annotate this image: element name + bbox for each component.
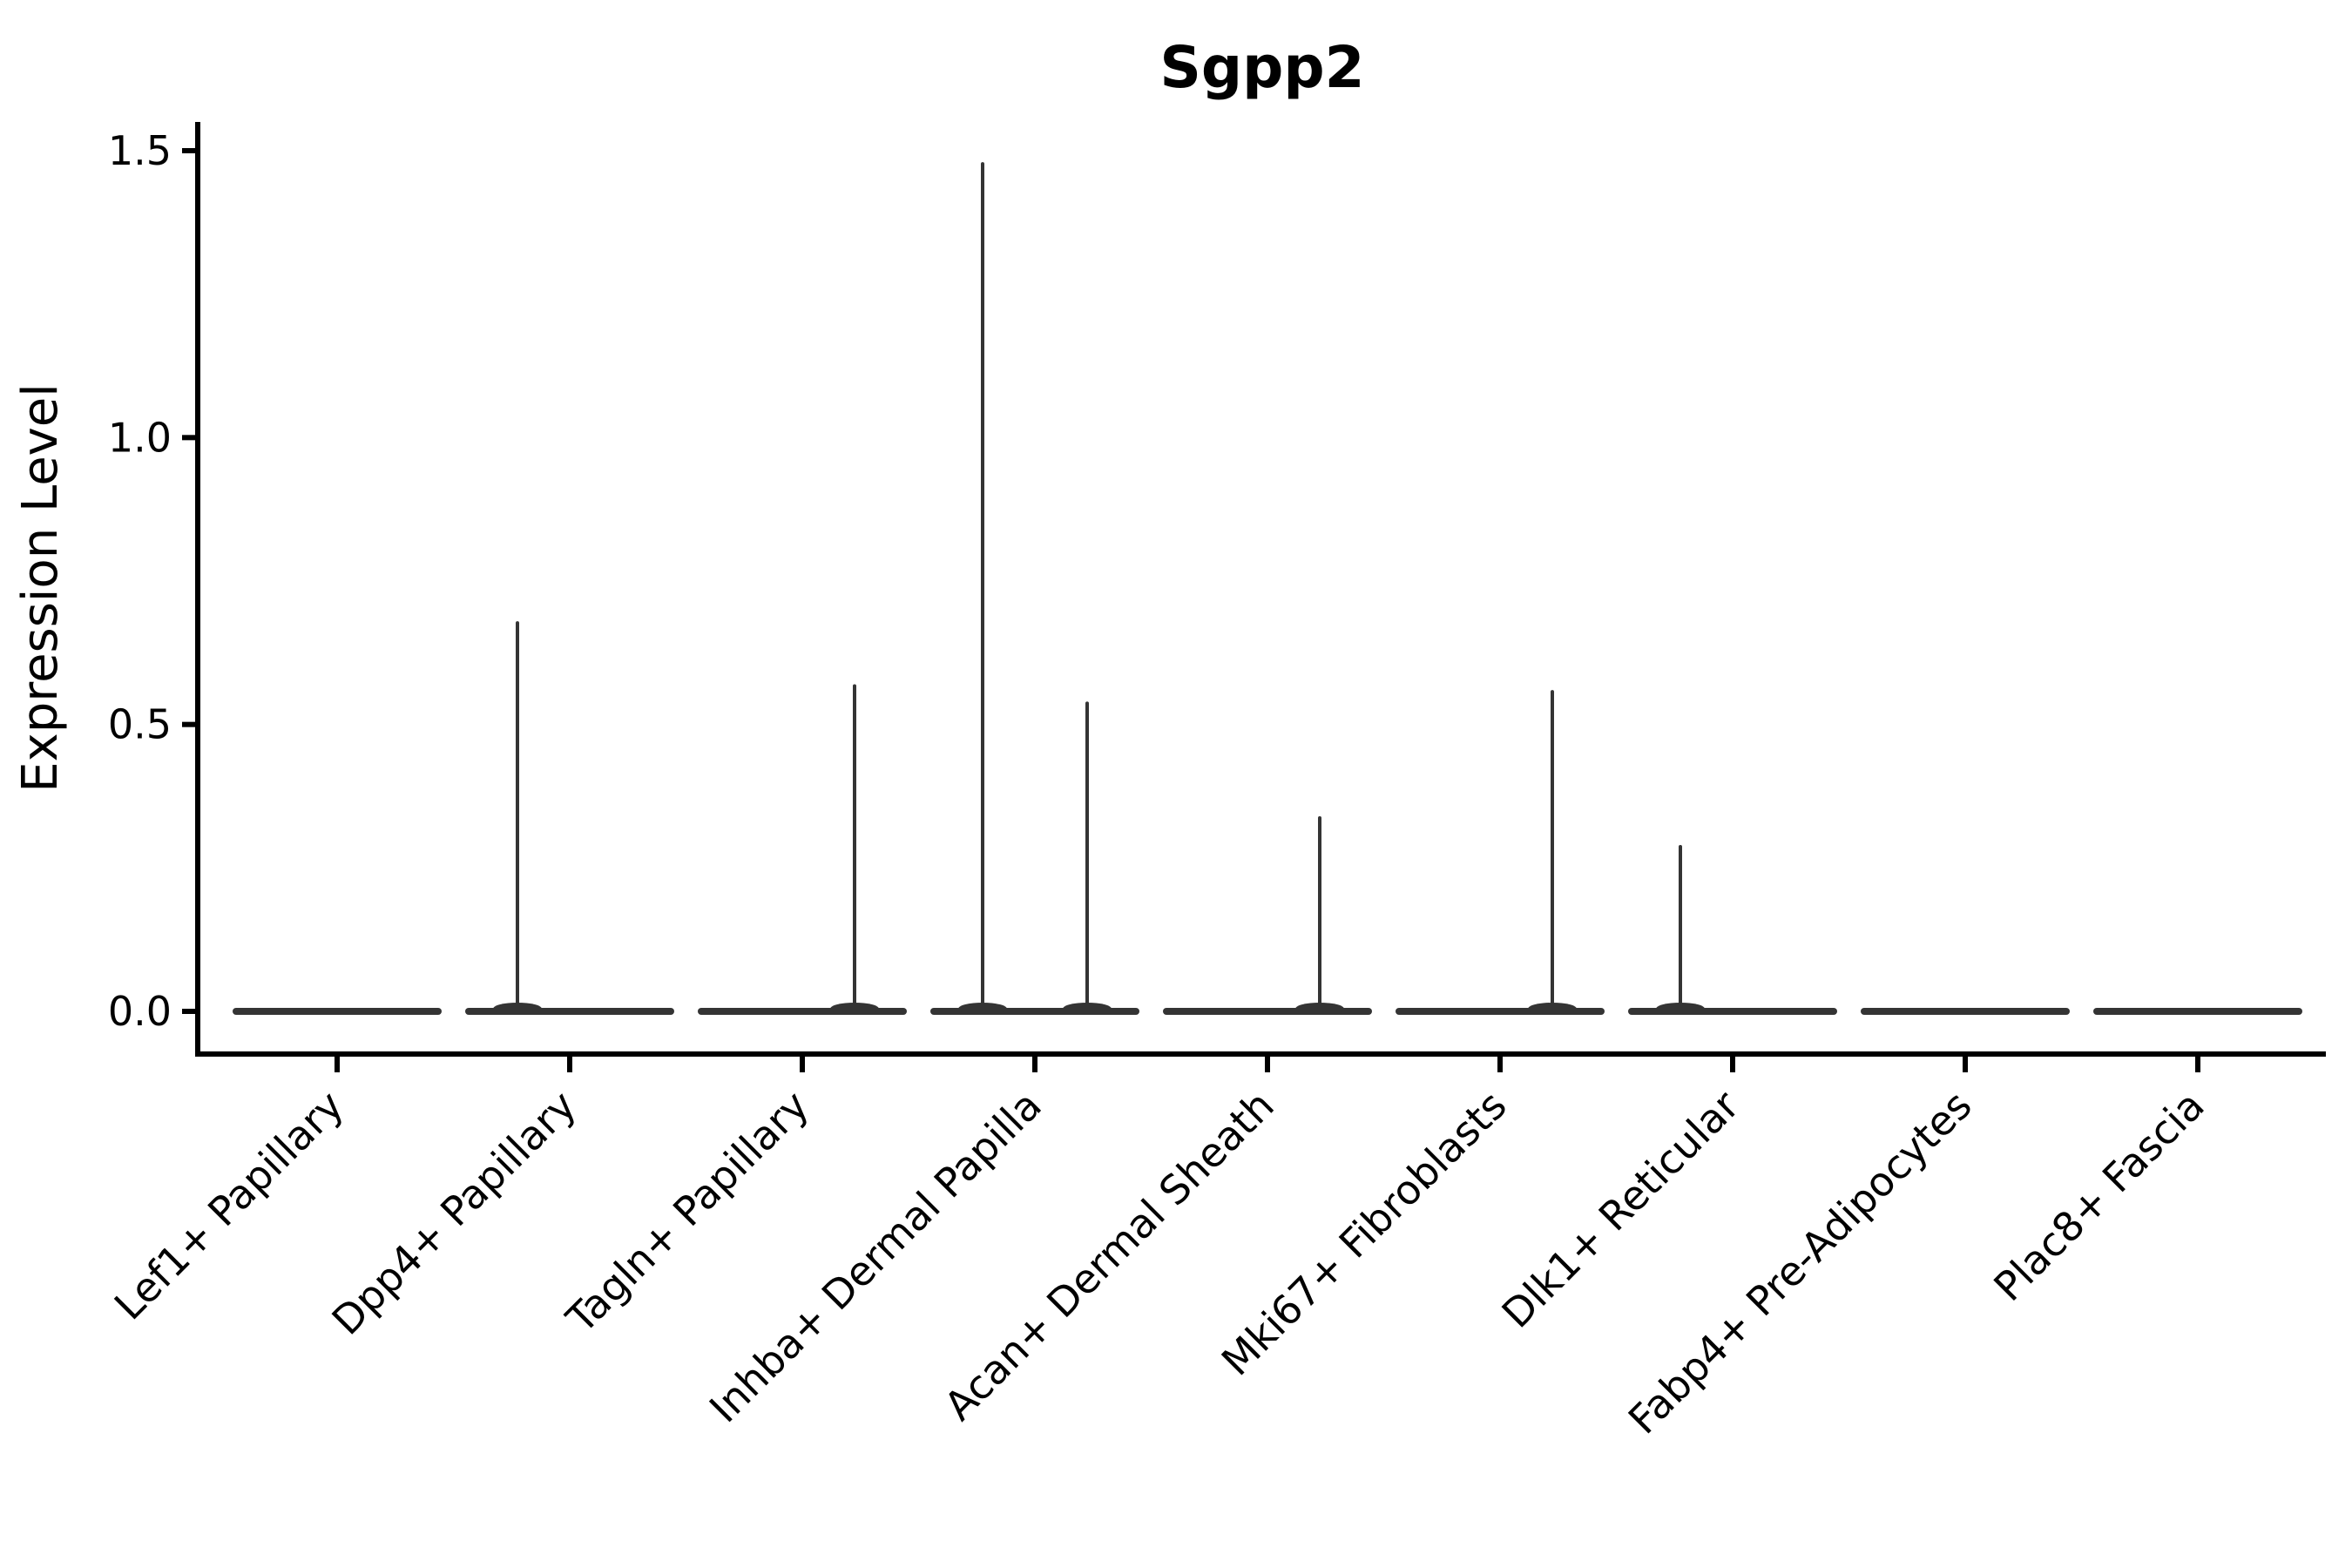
y-tick-label: 1.5 [108,127,172,174]
y-tick-label: 0.5 [108,701,172,748]
x-axis-tick [800,1057,805,1072]
violin-base [233,1008,442,1015]
x-axis-tick [1963,1057,1968,1072]
y-axis-tick [182,435,198,441]
violin-spike [1085,701,1089,1011]
x-axis-tick [2195,1057,2200,1072]
violin-spike [1551,690,1554,1011]
x-axis-tick [1497,1057,1503,1072]
x-axis-tick [567,1057,572,1072]
y-tick-label: 0.0 [108,988,172,1035]
violin-spike [1318,816,1321,1011]
violin-base [2093,1008,2302,1015]
violin-spike [981,162,984,1011]
y-axis-tick [182,147,198,153]
violin-spike [1679,844,1682,1011]
violin-base [1861,1008,2070,1015]
x-axis-line [195,1051,2326,1057]
x-axis-tick [1730,1057,1735,1072]
x-axis-tick [1032,1057,1037,1072]
x-axis-tick [335,1057,340,1072]
x-axis-tick [1265,1057,1270,1072]
y-axis-tick [182,721,198,727]
chart-title: Sgpp2 [1159,34,1364,101]
y-axis-tick [182,1009,198,1014]
violin-spike [853,684,856,1011]
y-axis-label: Expression Level [12,383,69,793]
violin-spike [516,621,519,1011]
y-axis-line [195,122,200,1057]
y-tick-label: 1.0 [108,414,172,461]
